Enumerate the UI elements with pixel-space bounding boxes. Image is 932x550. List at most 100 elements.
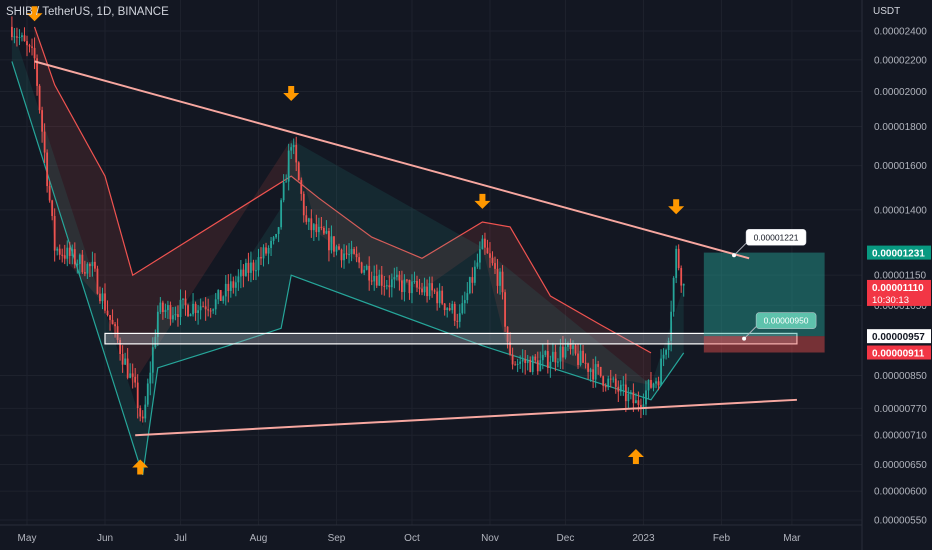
candle-body bbox=[423, 286, 426, 293]
support-zone bbox=[104, 332, 798, 345]
candle-body bbox=[63, 255, 66, 259]
candle-body bbox=[453, 303, 456, 321]
candle-body bbox=[106, 310, 109, 316]
candle-body bbox=[443, 303, 446, 311]
candle-body bbox=[582, 350, 584, 363]
candle-body bbox=[18, 37, 21, 39]
candle-body bbox=[71, 249, 74, 256]
candle-body bbox=[234, 282, 237, 288]
candle-body bbox=[172, 315, 174, 320]
x-tick-label: Sep bbox=[328, 533, 346, 544]
candle-body bbox=[416, 280, 418, 288]
candle-body bbox=[682, 283, 685, 286]
candle-body bbox=[78, 254, 81, 265]
candle-body bbox=[627, 393, 630, 402]
candle-body bbox=[511, 354, 514, 365]
candle-body bbox=[275, 233, 277, 238]
candle-body bbox=[572, 345, 574, 350]
position-loss-zone bbox=[703, 336, 825, 353]
candle-body bbox=[177, 314, 179, 318]
candle-body bbox=[398, 274, 401, 281]
candle-body bbox=[232, 281, 235, 288]
candle-body bbox=[531, 356, 534, 373]
candle-body bbox=[365, 265, 368, 270]
callout-leader bbox=[733, 242, 747, 256]
candle-body bbox=[551, 351, 554, 362]
candle-body bbox=[655, 381, 657, 384]
candle-body bbox=[401, 280, 403, 292]
candle-body bbox=[368, 265, 371, 281]
y-tick-label: 0.00000550 bbox=[874, 516, 927, 527]
x-tick-label: 2023 bbox=[632, 533, 655, 544]
candle-body bbox=[169, 305, 172, 320]
price-axis-bg bbox=[862, 0, 932, 550]
candle-body bbox=[297, 162, 300, 181]
arrows bbox=[26, 6, 685, 475]
candle-body bbox=[675, 248, 678, 278]
candle-body bbox=[509, 341, 511, 355]
candle-body bbox=[260, 257, 262, 259]
down-arrow-icon bbox=[283, 86, 300, 102]
callout-anchor bbox=[742, 336, 747, 341]
candle-body bbox=[562, 346, 564, 358]
candle-body bbox=[164, 310, 167, 312]
candle-body bbox=[680, 268, 683, 286]
candle-body bbox=[390, 279, 393, 288]
candle-body bbox=[360, 262, 363, 273]
candle-body bbox=[159, 302, 162, 312]
candle-body bbox=[446, 308, 449, 311]
candle-body bbox=[516, 363, 519, 365]
candle-body bbox=[302, 193, 305, 216]
candle-body bbox=[486, 247, 489, 254]
candle-body bbox=[501, 271, 504, 293]
candle-body bbox=[463, 300, 466, 304]
candle-body bbox=[56, 248, 59, 251]
candle-body bbox=[126, 358, 129, 378]
candle-body bbox=[184, 298, 187, 306]
down-arrow-icon bbox=[474, 193, 491, 209]
candle-body bbox=[471, 277, 474, 283]
y-tick-label: 0.00000650 bbox=[874, 460, 927, 471]
supertrend-green-fill bbox=[11, 26, 684, 475]
candle-body bbox=[272, 237, 275, 241]
candle-body bbox=[529, 359, 532, 373]
candle-body bbox=[81, 254, 84, 273]
candle-body bbox=[539, 360, 542, 372]
candle-body bbox=[438, 290, 441, 304]
x-tick-label: Nov bbox=[481, 533, 499, 544]
y-tick-label: 0.00002000 bbox=[874, 87, 927, 98]
candle-body bbox=[557, 361, 559, 363]
price-label: 0.00001231 bbox=[872, 249, 925, 260]
candle-body bbox=[207, 309, 210, 311]
candle-body bbox=[237, 276, 240, 283]
candle-body bbox=[154, 336, 157, 348]
candle-body bbox=[521, 359, 524, 362]
candle-body bbox=[149, 372, 152, 384]
candle-body bbox=[134, 376, 137, 383]
candle-body bbox=[305, 215, 308, 222]
candle-body bbox=[335, 246, 338, 252]
candle-body bbox=[139, 408, 142, 417]
candle-body bbox=[320, 226, 323, 228]
y-tick-label: 0.00000770 bbox=[874, 404, 927, 415]
candle-body bbox=[247, 262, 250, 273]
candle-body bbox=[657, 381, 660, 386]
candle-body bbox=[662, 354, 665, 359]
candle-body bbox=[461, 303, 464, 314]
candle-body bbox=[242, 269, 245, 276]
candle-body bbox=[280, 200, 283, 228]
x-tick-label: May bbox=[18, 533, 37, 544]
candle-body bbox=[28, 45, 31, 47]
candle-body bbox=[121, 354, 124, 365]
candle-body bbox=[375, 275, 378, 286]
candle-body bbox=[239, 269, 242, 277]
candle-body bbox=[212, 309, 215, 311]
candle-body bbox=[534, 356, 537, 361]
candle-body bbox=[672, 277, 675, 312]
x-tick-label: Mar bbox=[783, 533, 801, 544]
candle-body bbox=[579, 350, 582, 365]
candle-body bbox=[129, 373, 132, 378]
candle-body bbox=[642, 404, 645, 408]
